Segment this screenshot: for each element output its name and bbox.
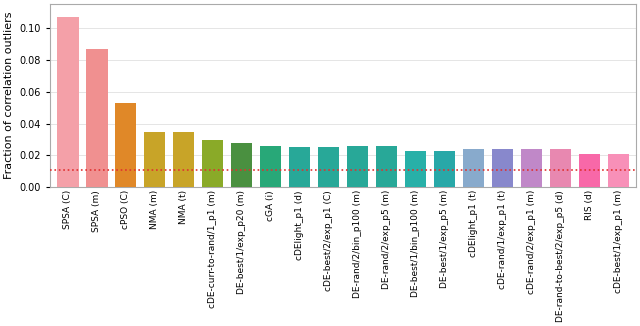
Bar	[317, 147, 339, 187]
Bar	[115, 103, 136, 187]
Bar	[202, 140, 223, 187]
Bar	[434, 151, 456, 187]
Bar	[550, 149, 572, 187]
Bar	[57, 17, 79, 187]
Bar	[404, 151, 426, 187]
Bar	[520, 149, 542, 187]
Bar	[144, 132, 166, 187]
Bar	[260, 146, 282, 187]
Bar	[86, 49, 108, 187]
Bar	[492, 149, 513, 187]
Bar	[579, 154, 600, 187]
Bar	[230, 143, 252, 187]
Bar	[289, 147, 310, 187]
Bar	[607, 154, 629, 187]
Bar	[347, 146, 369, 187]
Y-axis label: Fraction of correlation outliers: Fraction of correlation outliers	[4, 12, 14, 180]
Bar	[463, 149, 484, 187]
Bar	[173, 132, 195, 187]
Bar	[376, 146, 397, 187]
